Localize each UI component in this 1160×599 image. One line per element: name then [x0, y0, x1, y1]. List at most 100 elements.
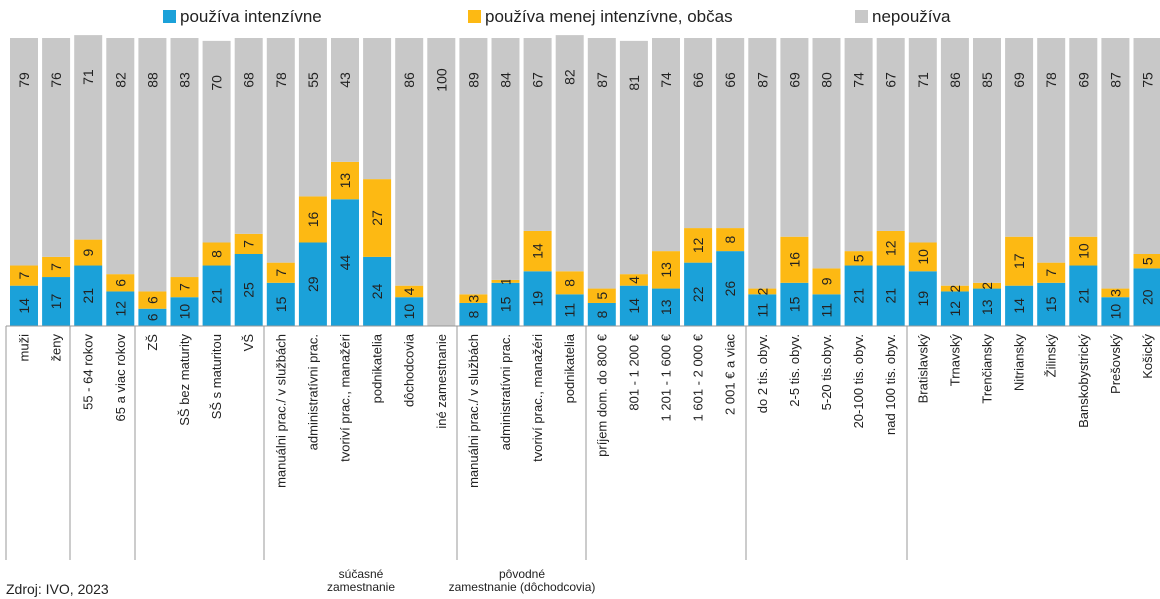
data-label: 68: [241, 72, 257, 88]
data-label: 66: [722, 72, 738, 88]
bar-segment: [74, 265, 103, 326]
bar-segment: [298, 196, 327, 243]
data-label: 10: [401, 304, 417, 320]
data-label: 17: [48, 294, 64, 310]
x-tick-label: manuálni prac./ v službách: [466, 334, 481, 488]
bar-segment: [587, 302, 616, 326]
data-label: 86: [947, 72, 963, 88]
bar-segment: [1037, 38, 1066, 263]
bar-segment: [652, 251, 680, 289]
data-label: 84: [498, 72, 514, 88]
bar-segment: [587, 38, 616, 289]
bar-segment: [491, 282, 520, 326]
x-tick-label: 1 601 - 2 000 €: [691, 333, 706, 421]
x-tick-label: 55 - 64 rokov: [81, 334, 96, 410]
data-label: 74: [658, 72, 674, 88]
bar-segment: [427, 38, 456, 326]
data-label: 19: [915, 291, 931, 307]
data-label: 75: [1140, 72, 1156, 88]
bar-segment: [1101, 38, 1130, 289]
bar-segment: [587, 288, 616, 303]
bar-segment: [331, 161, 359, 200]
x-tick-label: podnikatelia: [562, 333, 577, 403]
data-label: 15: [786, 296, 802, 312]
bar-segment: [876, 230, 905, 266]
bar-segment: [780, 236, 809, 283]
x-tick-label: Prešovský: [1108, 334, 1123, 394]
data-label: 7: [177, 283, 193, 291]
data-label: 14: [530, 243, 546, 259]
data-label: 12: [947, 301, 963, 317]
bar-segment: [459, 302, 488, 326]
data-label: 7: [241, 240, 257, 248]
data-label: 16: [305, 211, 321, 227]
data-label: 24: [369, 283, 385, 299]
data-label: 78: [1043, 72, 1059, 88]
bar-segment: [748, 288, 777, 295]
bar-segment: [363, 179, 392, 257]
data-label: 26: [722, 281, 738, 297]
bar-segment: [10, 265, 38, 286]
data-label: 9: [819, 277, 835, 285]
data-label: 81: [626, 75, 642, 91]
x-tick-label: podnikatelia: [370, 333, 385, 403]
data-label: 2: [947, 284, 963, 292]
bar-segment: [908, 38, 937, 243]
bar-segment: [74, 35, 103, 240]
data-label: 8: [562, 279, 578, 287]
data-label: 15: [498, 296, 514, 312]
data-label: 43: [337, 72, 353, 88]
bar-segment: [555, 271, 584, 295]
x-tick-label: iné zamestnanie: [434, 334, 449, 429]
data-label: 6: [112, 279, 128, 287]
bar-segment: [42, 277, 71, 326]
bar-segment: [619, 274, 648, 286]
data-label: 11: [754, 303, 770, 318]
legend-swatch: [163, 10, 176, 23]
data-label: 21: [883, 288, 899, 304]
bar-segment: [1005, 38, 1034, 237]
bar-segment: [523, 230, 552, 272]
bar-segment: [363, 38, 392, 180]
bar-segment: [812, 268, 841, 295]
data-label: 71: [80, 69, 96, 85]
data-label: 87: [594, 72, 610, 88]
data-label: 82: [112, 72, 128, 88]
data-label: 17: [1011, 253, 1027, 269]
x-tick-label: dôchodcovia: [402, 333, 417, 407]
data-label: 55: [305, 72, 321, 88]
bar-segment: [10, 285, 38, 326]
data-label: 13: [658, 299, 674, 315]
bar-segment: [1133, 254, 1160, 269]
bar-segment: [940, 38, 969, 286]
bar-segment: [42, 38, 71, 257]
bar-segment: [42, 256, 71, 278]
bar-segment: [1133, 268, 1160, 326]
data-label: 7: [16, 271, 32, 279]
x-tick-label: ženy: [49, 334, 64, 362]
data-label: 88: [144, 72, 160, 88]
x-tick-label: VŠ: [241, 334, 256, 352]
bar-segment: [298, 242, 327, 326]
data-label: 6: [144, 296, 160, 304]
x-tick-label: muži: [17, 334, 32, 362]
data-label: 67: [883, 72, 899, 88]
data-label: 3: [465, 295, 481, 303]
x-tick-label: príjem dom. do 800 €: [594, 333, 609, 457]
bar-segment: [395, 285, 424, 298]
bar-segment: [844, 38, 873, 252]
bar-segment: [555, 294, 584, 326]
x-tick-label: administratívni prac.: [305, 334, 320, 450]
data-label: 79: [16, 72, 32, 88]
bar-segment: [202, 265, 231, 326]
x-tick-label: nad 100 tis. obyv.: [883, 334, 898, 435]
data-label: 7: [1043, 269, 1059, 277]
bar-segment: [780, 38, 809, 237]
bar-segment: [363, 256, 392, 326]
data-label: 13: [337, 173, 353, 189]
legend-label: používa intenzívne: [180, 7, 322, 26]
bar-segment: [973, 288, 1001, 326]
bar-segment: [523, 271, 552, 326]
data-label: 7: [273, 269, 289, 277]
